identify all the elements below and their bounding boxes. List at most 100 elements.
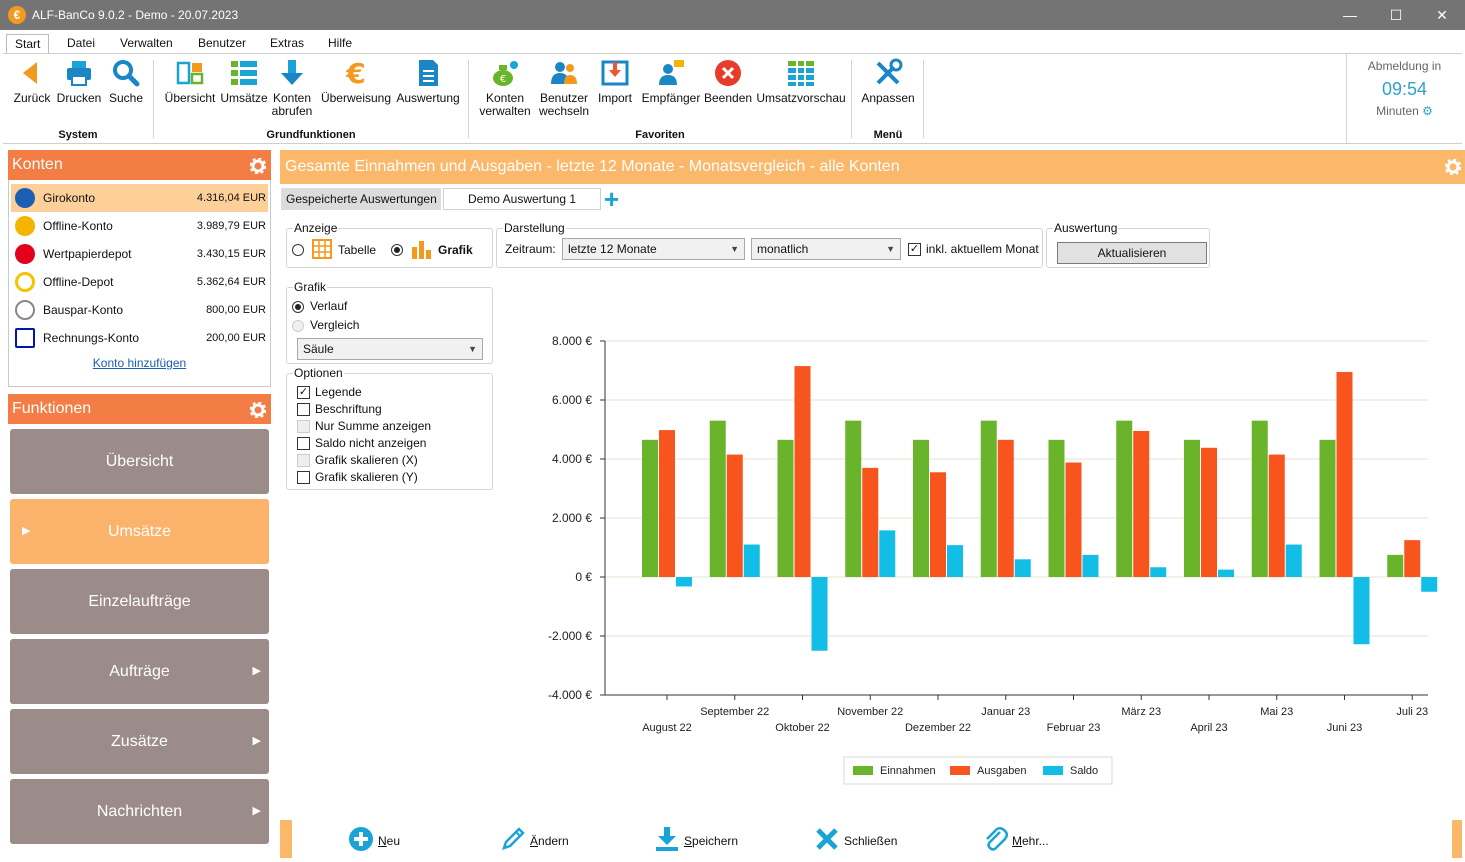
tab-benutzer[interactable]: Benutzer — [198, 36, 247, 50]
anpassen-button[interactable]: Anpassen — [860, 58, 916, 105]
auswertung-button[interactable]: Auswertung — [394, 58, 462, 105]
aktualisieren-button[interactable]: Aktualisieren — [1057, 242, 1207, 264]
grafik-radio[interactable] — [391, 244, 403, 256]
bar-saldo — [743, 544, 760, 577]
ueberweisung-button[interactable]: € Überweisung — [320, 58, 392, 105]
tools-icon — [876, 58, 903, 85]
konto-item-rechnungs-konto[interactable]: Rechnungs-Konto 200,00 EUR — [11, 324, 268, 352]
document-icon — [419, 60, 438, 86]
chart-legend: Einnahmen Ausgaben Saldo — [843, 756, 1113, 785]
abmeldung-time: 09:54 — [1381, 79, 1428, 99]
konten-header: Konten — [8, 150, 271, 180]
menu-tabs: Start Datei Verwalten Benutzer Extras Hi… — [0, 30, 1465, 54]
gear-icon[interactable]: ⚙ — [1422, 104, 1433, 118]
bar-ausgaben — [726, 454, 743, 577]
intervall-select[interactable]: monatlich ▼ — [751, 238, 901, 260]
demo-auswertung-tab[interactable]: Demo Auswertung 1 — [443, 188, 601, 210]
sparkasse-icon — [15, 244, 35, 264]
add-tab-icon[interactable]: + — [604, 184, 620, 214]
legende-checkbox[interactable]: ✓ — [297, 386, 310, 399]
bar-ausgaben — [1336, 371, 1353, 577]
funktion-uebersicht[interactable]: Übersicht — [10, 429, 269, 494]
funktion-umsaetze[interactable]: ▶ Umsätze — [10, 499, 269, 564]
grafik-skalieren-x-checkbox[interactable] — [297, 454, 310, 467]
tab-verwalten[interactable]: Verwalten — [120, 36, 173, 50]
bar-einnahmen — [1116, 420, 1133, 577]
zurueck-button[interactable]: Zurück — [9, 58, 55, 105]
saldo-nicht-anzeigen-checkbox[interactable] — [297, 437, 310, 450]
arrow-right-icon: ▶ — [252, 665, 261, 677]
legend-box — [843, 756, 1113, 785]
konto-hinzufuegen-link[interactable]: Konto hinzufügen — [92, 356, 187, 370]
abmeldung-title: Abmeldung in — [1367, 59, 1442, 73]
bar-saldo — [879, 530, 896, 577]
tab-hilfe[interactable]: Hilfe — [328, 36, 353, 50]
table-icon — [312, 239, 332, 259]
depot-icon — [15, 272, 35, 292]
konto-item-wertpapierdepot[interactable]: Wertpapierdepot 3.430,15 EUR — [11, 240, 268, 268]
umsaetze-button[interactable]: Umsätze — [219, 58, 269, 105]
konten-abrufen-button[interactable]: Konten abrufen — [269, 58, 315, 118]
beenden-button[interactable]: Beenden — [704, 58, 752, 105]
bar-saldo — [1285, 544, 1302, 577]
uebersicht-button[interactable]: Übersicht — [161, 58, 219, 105]
minimize-icon[interactable]: — — [1343, 7, 1357, 23]
funktion-auftraege[interactable]: Aufträge ▶ — [10, 639, 269, 704]
funktion-zusaetze[interactable]: Zusätze ▶ — [10, 709, 269, 774]
x-tick-label: April 23 — [1190, 722, 1227, 734]
search-icon — [113, 60, 140, 87]
konto-item-bauspar-konto[interactable]: Bauspar-Konto 800,00 EUR — [11, 296, 268, 324]
konto-item-offline-depot[interactable]: Offline-Depot 5.362,64 EUR — [11, 268, 268, 296]
gear-icon[interactable] — [250, 402, 266, 418]
tab-datei[interactable]: Datei — [67, 36, 96, 50]
x-tick-label: Mai 23 — [1260, 706, 1293, 718]
umsatzvorschau-button[interactable]: Umsatzvorschau — [755, 58, 847, 105]
group-label-menue: Menü — [873, 129, 903, 141]
nur-summe-checkbox[interactable] — [297, 420, 310, 433]
drucken-button[interactable]: Drucken — [56, 58, 102, 105]
grafik-skalieren-y-checkbox[interactable] — [297, 471, 310, 484]
grafik-typ-select[interactable]: Säule ▼ — [297, 338, 483, 360]
konto-item-girokonto[interactable]: Girokonto 4.316,04 EUR — [11, 184, 268, 212]
legend-swatch-saldo — [1043, 766, 1063, 775]
inkl-aktuellem-monat-checkbox[interactable]: ✓ — [908, 243, 921, 256]
bar-ausgaben — [1268, 454, 1285, 577]
funktion-nachrichten[interactable]: Nachrichten ▶ — [10, 779, 269, 844]
verlauf-label: Verlauf — [310, 299, 348, 313]
suche-button[interactable]: Suche — [103, 58, 149, 105]
konten-verwalten-button[interactable]: € Konten verwalten — [478, 58, 532, 118]
x-tick-label: Juli 23 — [1396, 706, 1428, 718]
benutzer-wechseln-button[interactable]: Benutzer wechseln — [536, 58, 592, 118]
import-button[interactable]: Import — [595, 58, 635, 105]
konto-item-offline-konto[interactable]: Offline-Konto 3.989,79 EUR — [11, 212, 268, 240]
chevron-down-icon: ▼ — [468, 344, 477, 354]
saldo-nicht-anzeigen-label: Saldo nicht anzeigen — [315, 436, 427, 450]
ribbon-separator — [851, 60, 852, 138]
empfaenger-button[interactable]: Empfänger — [639, 58, 703, 105]
legend-label-ausgaben: Ausgaben — [977, 765, 1027, 777]
gear-icon[interactable] — [1445, 159, 1461, 175]
funktion-einzelauftraege[interactable]: Einzelaufträge — [10, 569, 269, 634]
x-tick-label: September 22 — [700, 706, 769, 718]
tabelle-radio[interactable] — [292, 244, 304, 256]
verlauf-radio[interactable] — [292, 301, 304, 313]
bar-ausgaben — [1133, 430, 1150, 577]
bar-chart: 8.000 € 6.000 € 4.000 € 2.000 € 0 € -2.000 € -… — [548, 334, 1438, 785]
gear-icon[interactable] — [250, 158, 266, 174]
tab-start[interactable]: Start — [6, 34, 50, 54]
tab-extras[interactable]: Extras — [270, 36, 305, 50]
offline-bank-icon — [15, 216, 35, 236]
zeitraum-select[interactable]: letzte 12 Monate ▼ — [562, 238, 745, 260]
bar-saldo — [1014, 559, 1031, 577]
x-tick-label: Januar 23 — [981, 706, 1030, 718]
gespeicherte-auswertungen-tab[interactable]: Gespeicherte Auswertungen — [281, 188, 441, 210]
bar-einnahmen — [1251, 420, 1268, 577]
maximize-icon[interactable]: ☐ — [1389, 7, 1403, 23]
bar-saldo — [1082, 554, 1099, 577]
close-icon[interactable]: ✕ — [1436, 7, 1448, 23]
darstellung-group: Darstellung Zeitraum: letzte 12 Monate ▼ … — [496, 221, 1043, 268]
svg-text:€: € — [345, 58, 365, 88]
beschriftung-checkbox[interactable] — [297, 403, 310, 416]
bar-einnahmen — [777, 439, 794, 577]
vergleich-radio[interactable] — [292, 320, 304, 332]
